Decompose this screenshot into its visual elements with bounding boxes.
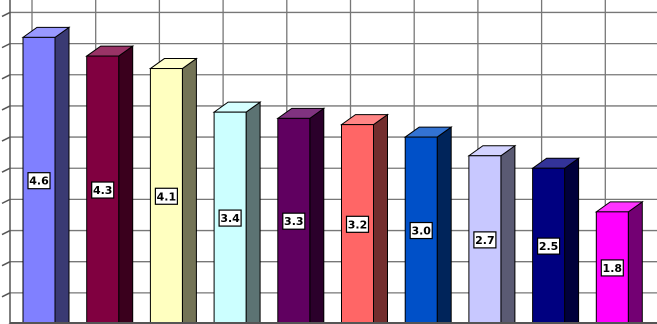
data-label: 2.7 xyxy=(475,234,495,247)
y-tick xyxy=(1,136,11,142)
bar-side xyxy=(627,200,643,324)
data-label-box xyxy=(27,172,51,190)
data-label-box xyxy=(600,259,624,277)
bar-side xyxy=(436,126,452,324)
y-tick xyxy=(1,11,11,18)
bar-side xyxy=(181,57,197,324)
bar-side xyxy=(500,144,516,324)
y-tick xyxy=(1,74,11,80)
bar-side xyxy=(118,45,134,324)
data-label: 4.6 xyxy=(29,175,49,188)
data-label-box xyxy=(409,221,433,240)
bar-side xyxy=(54,26,70,324)
y-tick xyxy=(1,229,11,236)
y-tick xyxy=(1,292,11,298)
data-label: 4.3 xyxy=(93,184,113,197)
bar-side xyxy=(309,107,325,324)
data-label-box xyxy=(218,209,242,227)
bar-side xyxy=(245,101,261,324)
data-label-box xyxy=(473,231,497,249)
bar-side xyxy=(373,113,388,324)
bar-side xyxy=(564,157,580,324)
data-label: 2.5 xyxy=(539,240,559,253)
data-label: 1.8 xyxy=(603,262,623,275)
data-label: 3.0 xyxy=(411,225,431,238)
y-tick xyxy=(1,42,11,49)
data-label-box xyxy=(536,237,561,255)
y-tick xyxy=(1,261,11,267)
y-tick xyxy=(1,105,11,111)
data-label-box xyxy=(282,212,306,230)
data-label: 3.2 xyxy=(348,218,368,231)
y-tick xyxy=(1,198,11,205)
data-label-box xyxy=(91,181,115,199)
data-label: 3.3 xyxy=(284,215,304,228)
data-label: 3.4 xyxy=(220,212,240,225)
data-label: 4.1 xyxy=(157,190,177,203)
y-tick xyxy=(1,167,11,173)
data-label-box xyxy=(154,187,178,205)
data-label-box xyxy=(345,215,370,233)
